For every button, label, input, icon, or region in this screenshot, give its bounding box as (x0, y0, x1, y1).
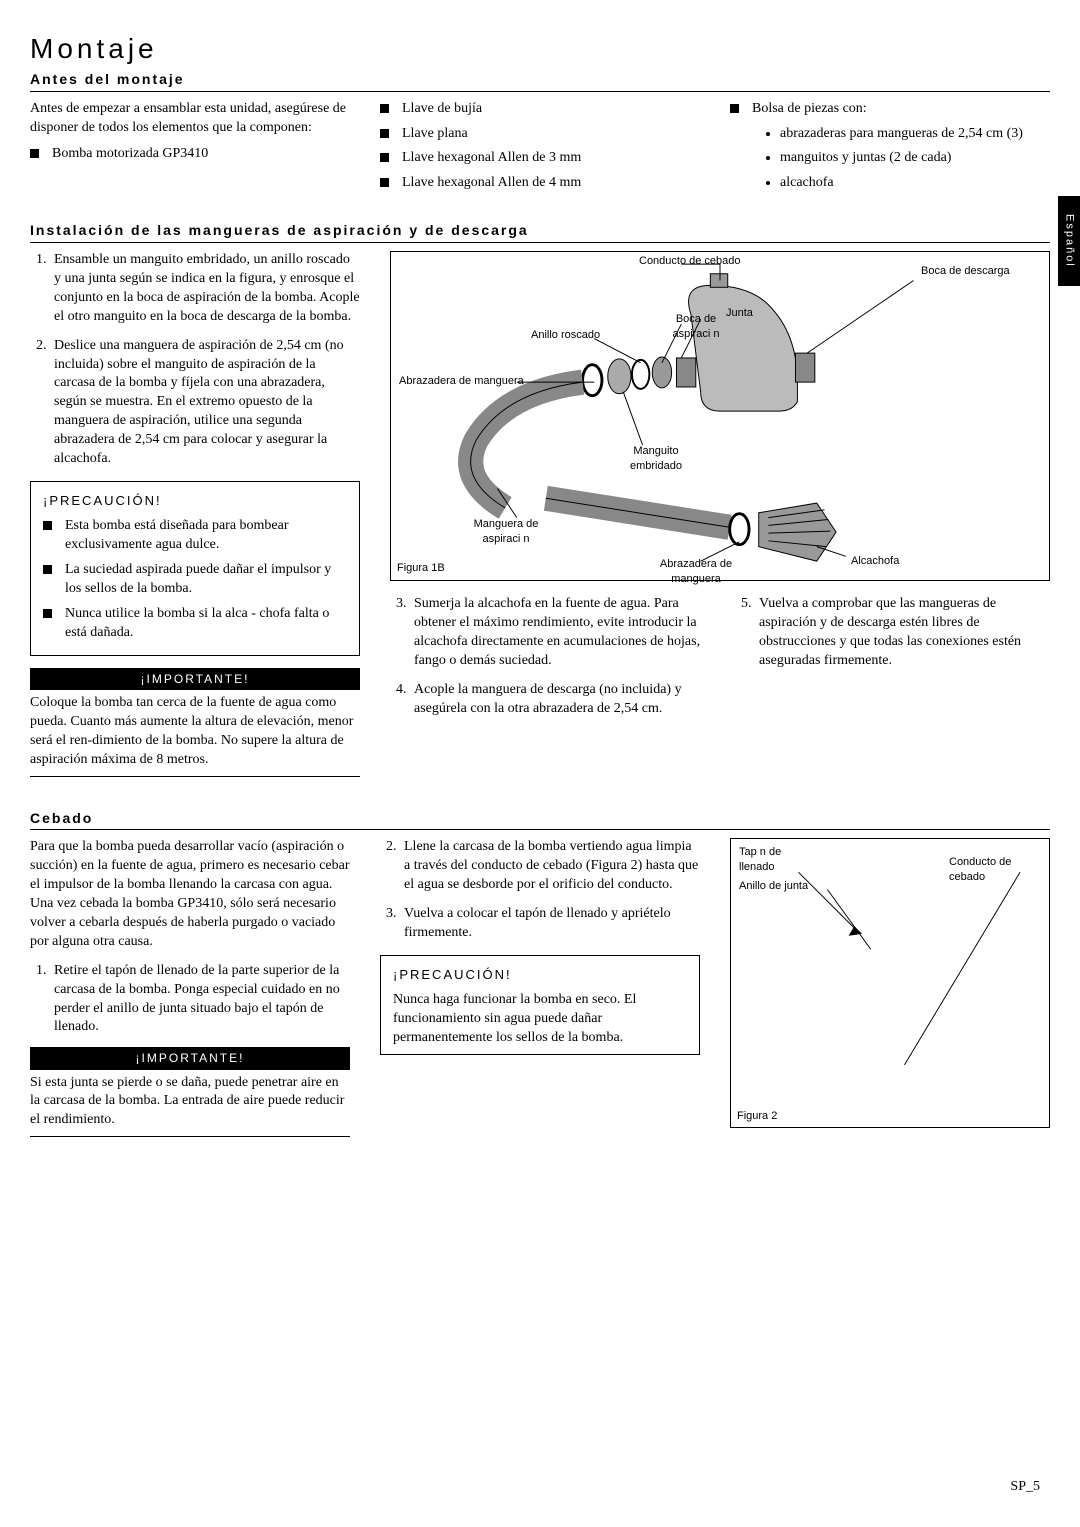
list-item-label: Bolsa de piezas con: (752, 101, 867, 116)
page-title: Montaje (30, 30, 1050, 68)
caution-item: Nunca utilice la bomba si la alca - chof… (43, 605, 347, 643)
caution-box: ¡PRECAUCIÓN! Esta bomba está diseñada pa… (30, 481, 360, 656)
section-heading-priming: Cebado (30, 809, 1050, 831)
step-item: Vuelva a comprobar que las mangueras de … (755, 595, 1050, 671)
list-item: Llave plana (380, 125, 700, 144)
importante-bar: ¡IMPORTANTE! (30, 668, 360, 690)
intro-text: Antes de empezar a ensamblar esta unidad… (30, 100, 350, 138)
install-steps-col2: Sumerja la alcachofa en la fuente de agu… (390, 595, 705, 718)
sub-list-item: abrazaderas para mangueras de 2,54 cm (3… (766, 125, 1050, 144)
install-steps-col1: Ensamble un manguito embridado, un anill… (30, 251, 360, 469)
fig-label: Alcachofa (851, 554, 899, 569)
fig-label: Boca de descarga (921, 264, 1010, 279)
list-item: Bolsa de piezas con: abrazaderas para ma… (730, 100, 1050, 194)
caution-item: Esta bomba está diseñada para bombear ex… (43, 517, 347, 555)
fig-label: Abrazadera de manguera (399, 374, 524, 389)
step-item: Retire el tapón de llenado de la parte s… (50, 962, 350, 1038)
sub-list-item: alcachofa (766, 174, 1050, 193)
importante-bar: ¡IMPORTANTE! (30, 1047, 350, 1069)
figure-1b: Conducto de cebado Boca de descarga Junt… (390, 251, 1050, 581)
caution-box-priming: ¡PRECAUCIÓN! Nunca haga funcionar la bom… (380, 955, 700, 1055)
fig-label: Conducto de cebado (639, 254, 741, 269)
fig-label: Anillo de junta (739, 879, 808, 894)
sub-list-item: manguitos y juntas (2 de cada) (766, 149, 1050, 168)
caution-item: La suciedad aspirada puede dañar el impu… (43, 561, 347, 599)
step-item: Deslice una manguera de aspiración de 2,… (50, 337, 360, 469)
caution-text: Nunca haga funcionar la bomba en seco. E… (393, 991, 687, 1048)
fig-label: Conducto de cebado (949, 855, 1049, 885)
figure-caption: Figura 2 (737, 1109, 777, 1124)
list-item: Llave hexagonal Allen de 4 mm (380, 174, 700, 193)
caution-title: ¡PRECAUCIÓN! (393, 966, 687, 984)
install-steps-col3: Vuelva a comprobar que las mangueras de … (735, 595, 1050, 671)
fig-label: Abrazadera de manguera (651, 557, 741, 587)
step-item: Llene la carcasa de la bomba vertiendo a… (400, 838, 700, 895)
fig-label: Tap n de llenado (739, 845, 799, 875)
fig-label: Boca de aspiraci n (661, 312, 731, 342)
importante-text: Coloque la bomba tan cerca de la fuente … (30, 694, 360, 777)
step-item: Vuelva a colocar el tapón de llenado y a… (400, 905, 700, 943)
before-assembly-columns: Antes de empezar a ensamblar esta unidad… (30, 100, 1050, 200)
page-number: SP_5 (1010, 1478, 1040, 1497)
section-heading-before-assembly: Antes del montaje (30, 70, 1050, 92)
list-item: Bomba motorizada GP3410 (30, 145, 350, 164)
fig-label: Anillo roscado (531, 328, 600, 343)
step-item: Acople la manguera de descarga (no inclu… (410, 681, 705, 719)
list-item: Llave hexagonal Allen de 3 mm (380, 149, 700, 168)
figure-2: Tap n de llenado Anillo de junta Conduct… (730, 838, 1050, 1128)
fig-label: Manguito embridado (621, 444, 691, 474)
figure-caption: Figura 1B (397, 561, 445, 576)
priming-intro: Para que la bomba pueda desarrollar vací… (30, 838, 350, 951)
importante-text: Si esta junta se pierde o se daña, puede… (30, 1074, 350, 1138)
fig-label: Manguera de aspiraci n (466, 517, 546, 547)
step-item: Sumerja la alcachofa en la fuente de agu… (410, 595, 705, 671)
section-heading-hose-install: Instalación de las mangueras de aspiraci… (30, 221, 1050, 243)
language-tab: Español (1058, 196, 1080, 286)
list-item: Llave de bujía (380, 100, 700, 119)
caution-title: ¡PRECAUCIÓN! (43, 492, 347, 510)
step-item: Ensamble un manguito embridado, un anill… (50, 251, 360, 327)
